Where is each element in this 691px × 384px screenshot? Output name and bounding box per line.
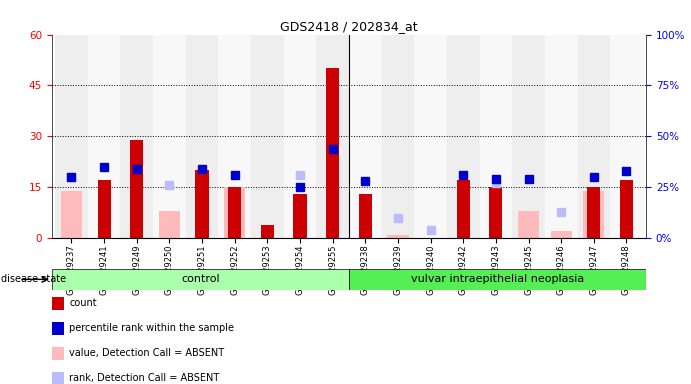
Bar (610, 35, 643, 238)
Bar (52, 269, 349, 290)
Bar (120, 35, 153, 238)
Bar (97, 180, 111, 238)
Text: vulvar intraepithelial neoplasia: vulvar intraepithelial neoplasia (411, 274, 584, 285)
Bar (381, 35, 415, 238)
Bar (224, 187, 245, 238)
Bar (251, 35, 283, 238)
Text: value, Detection Call = ABSENT: value, Detection Call = ABSENT (69, 348, 224, 358)
Text: rank, Detection Call = ABSENT: rank, Detection Call = ABSENT (69, 373, 219, 383)
Bar (587, 187, 600, 238)
Bar (415, 35, 447, 238)
Bar (359, 194, 372, 238)
Bar (186, 35, 218, 238)
Bar (316, 35, 349, 238)
Text: disease state: disease state (1, 274, 66, 285)
Text: percentile rank within the sample: percentile rank within the sample (69, 323, 234, 333)
Bar (153, 35, 186, 238)
Bar (489, 187, 502, 238)
Bar (480, 35, 512, 238)
Bar (261, 225, 274, 238)
Bar (512, 35, 545, 238)
Bar (545, 35, 578, 238)
Bar (583, 190, 605, 238)
Bar (218, 35, 251, 238)
Text: control: control (181, 274, 220, 285)
Bar (447, 35, 480, 238)
Bar (61, 190, 82, 238)
Bar (457, 180, 470, 238)
Bar (55, 35, 88, 238)
Bar (518, 211, 539, 238)
Bar (283, 35, 316, 238)
Bar (578, 35, 610, 238)
Bar (326, 68, 339, 238)
Bar (620, 180, 633, 238)
Bar (349, 35, 381, 238)
Bar (228, 187, 241, 238)
Title: GDS2418 / 202834_at: GDS2418 / 202834_at (280, 20, 418, 33)
Bar (388, 235, 408, 238)
Text: count: count (69, 298, 97, 308)
Bar (130, 140, 143, 238)
Bar (159, 211, 180, 238)
Bar (294, 194, 307, 238)
Bar (551, 231, 571, 238)
Bar (196, 170, 209, 238)
Bar (349, 269, 646, 290)
Bar (88, 35, 120, 238)
